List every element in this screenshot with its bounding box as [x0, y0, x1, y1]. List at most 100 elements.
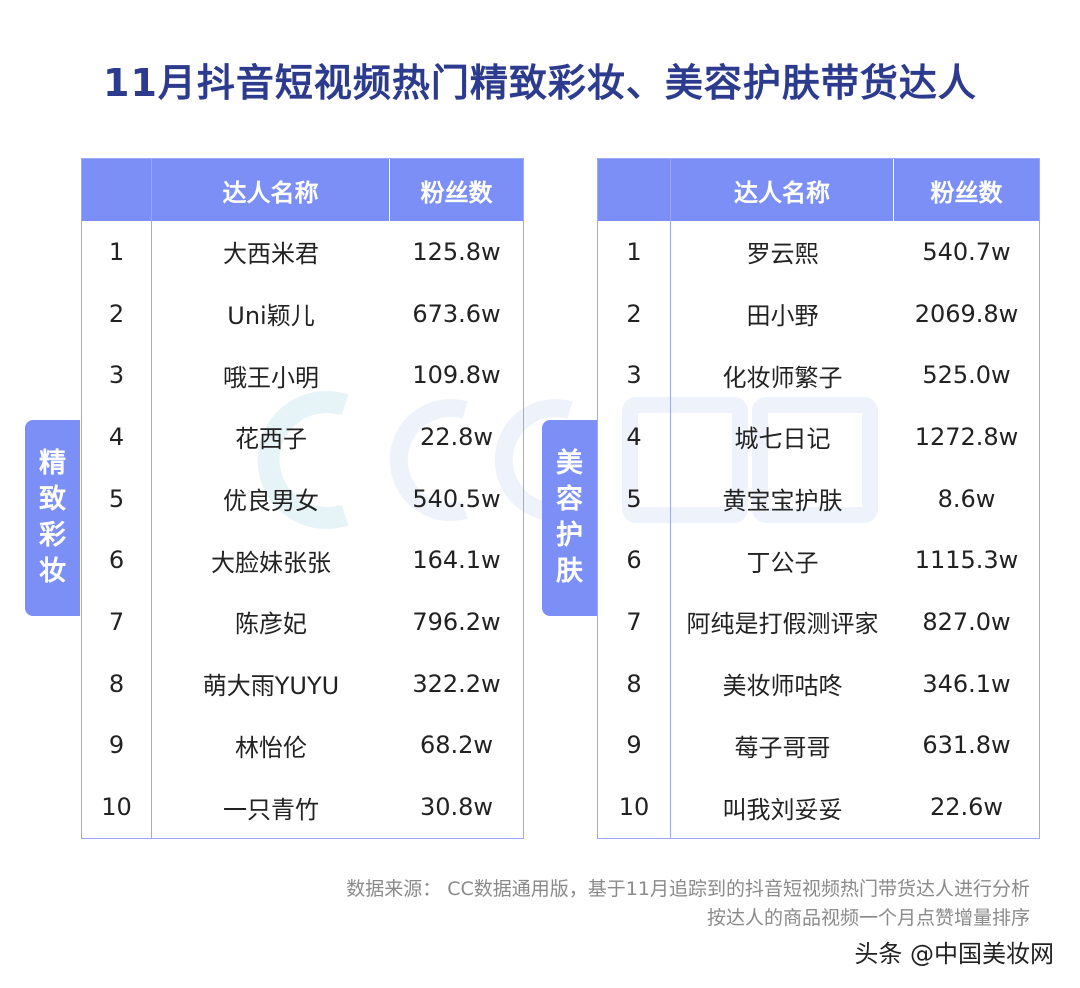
fans-cell: 540.5w — [412, 484, 501, 513]
table-row: 10 叫我刘妥妥 22.6w — [598, 776, 1039, 838]
watermark-logo — [257, 391, 878, 529]
fans-cell: 125.8w — [412, 237, 501, 266]
fans-cell: 540.7w — [922, 237, 1011, 266]
table-header: 达人名称 粉丝数 — [82, 159, 523, 221]
name-cell: Uni颖儿 — [227, 302, 315, 331]
table-row: 3 哦王小明 109.8w — [82, 344, 523, 407]
name-cell: 哦王小明 — [223, 363, 319, 392]
table-row: 2 田小野 2069.8w — [598, 282, 1039, 345]
fans-cell: 8.6w — [937, 484, 996, 513]
table-row: 6 大脸妹张张 164.1w — [82, 529, 523, 592]
table-row: 7 陈彦妃 796.2w — [82, 591, 523, 653]
fans-cell: 525.0w — [922, 361, 1011, 390]
rank-cell: 2 — [82, 282, 152, 345]
fans-cell: 346.1w — [922, 669, 1011, 698]
rank-cell: 8 — [598, 652, 671, 715]
rank-cell: 3 — [598, 344, 671, 407]
name-cell: 萌大雨YUYU — [202, 672, 340, 701]
rank-cell: 7 — [82, 591, 152, 653]
fans-cell: 2069.8w — [914, 299, 1019, 328]
rank-cell: 4 — [82, 406, 152, 468]
rank-cell: 2 — [598, 282, 671, 345]
rank-cell: 6 — [598, 529, 671, 592]
name-cell: 一只青竹 — [223, 795, 319, 824]
name-cell: 化妆师繁子 — [722, 363, 843, 392]
rank-cell: 6 — [82, 529, 152, 592]
fans-cell: 796.2w — [412, 607, 501, 636]
rank-cell: 9 — [598, 714, 671, 777]
source-note-2: 按达人的商品视频一个月点赞增量排序 — [706, 907, 1030, 929]
name-cell: 田小野 — [746, 302, 819, 331]
fans-cell: 30.8w — [419, 793, 494, 822]
table-row: 9 莓子哥哥 631.8w — [598, 714, 1039, 777]
fans-cell: 1115.3w — [914, 546, 1019, 575]
table-header: 达人名称 粉丝数 — [598, 159, 1039, 221]
label-char: 致 — [39, 484, 66, 515]
table-row: 9 林怡伦 68.2w — [82, 714, 523, 777]
name-cell: 花西子 — [235, 425, 307, 454]
table-row: 2 Uni颖儿 673.6w — [82, 282, 523, 345]
rank-cell: 5 — [598, 467, 671, 530]
table-row: 10 一只青竹 30.8w — [82, 776, 523, 838]
fans-cell: 22.6w — [929, 793, 1004, 822]
rank-cell: 10 — [82, 776, 152, 838]
label-char: 护 — [556, 520, 583, 551]
header-rank — [598, 159, 671, 221]
name-cell: 美妆师咕咚 — [722, 672, 843, 701]
fans-cell: 322.2w — [412, 669, 501, 698]
fans-cell: 68.2w — [419, 731, 494, 760]
table-row: 6 丁公子 1115.3w — [598, 529, 1039, 592]
makeup-table: 达人名称 粉丝数 1 大西米君 125.8w 2 Uni颖儿 673.6w 3 哦王小明 109.8… — [81, 158, 524, 839]
label-char: 彩 — [39, 520, 66, 551]
fans-cell: 22.8w — [419, 422, 494, 451]
table-row: 1 大西米君 125.8w — [82, 221, 523, 283]
name-cell: 城七日记 — [734, 425, 831, 454]
name-cell: 林怡伦 — [235, 733, 307, 762]
name-cell: 大西米君 — [223, 240, 319, 269]
rank-cell: 1 — [82, 221, 152, 283]
fans-cell: 109.8w — [412, 361, 501, 390]
right-category-label: 美 容 护 肤 — [542, 420, 597, 616]
rank-cell: 3 — [82, 344, 152, 407]
name-cell: 叫我刘妥妥 — [722, 795, 843, 824]
table-row: 5 优良男女 540.5w — [82, 467, 523, 530]
fans-cell: 673.6w — [412, 299, 501, 328]
table-row: 4 城七日记 1272.8w — [598, 406, 1039, 468]
rank-cell: 8 — [82, 652, 152, 715]
rank-cell: 1 — [598, 221, 671, 283]
rank-cell: 4 — [598, 406, 671, 468]
brand-credit: 头条 @中国美妆网 — [854, 940, 1054, 968]
page-title: 11月抖音短视频热门精致彩妆、美容护肤带货达人 — [103, 61, 977, 105]
rank-cell: 10 — [598, 776, 671, 838]
label-char: 肤 — [556, 556, 583, 587]
rank-cell: 9 — [82, 714, 152, 777]
fans-cell: 1272.8w — [914, 422, 1019, 451]
name-cell: 丁公子 — [746, 548, 819, 577]
label-char: 妆 — [39, 556, 66, 587]
fans-cell: 631.8w — [922, 731, 1011, 760]
name-cell: 罗云熙 — [746, 240, 819, 269]
fans-cell: 164.1w — [412, 546, 501, 575]
header-fans: 粉丝数 — [930, 178, 1003, 207]
table-row: 8 萌大雨YUYU 322.2w — [82, 652, 523, 715]
name-cell: 莓子哥哥 — [734, 733, 831, 762]
rank-cell: 7 — [598, 591, 671, 653]
header-rank — [82, 159, 152, 221]
left-category-label: 精 致 彩 妆 — [25, 420, 80, 616]
name-cell: 阿纯是打假测评家 — [686, 610, 879, 639]
table-row: 8 美妆师咕咚 346.1w — [598, 652, 1039, 715]
name-cell: 优良男女 — [223, 487, 319, 516]
skincare-table: 达人名称 粉丝数 1 罗云熙 540.7w 2 田小野 2069.8w 3 化妆师繁子 525.0w… — [597, 158, 1040, 839]
fans-cell: 827.0w — [922, 607, 1011, 636]
source-note: 数据来源： CC数据通用版，基于11月追踪到的抖音短视频热门带货达人进行分析 — [346, 878, 1030, 900]
name-cell: 大脸妹张张 — [211, 548, 331, 577]
table-row: 5 黄宝宝护肤 8.6w — [598, 467, 1039, 530]
table-row: 4 花西子 22.8w — [82, 406, 523, 468]
table-row: 3 化妆师繁子 525.0w — [598, 344, 1039, 407]
name-cell: 黄宝宝护肤 — [722, 487, 843, 516]
table-row: 1 罗云熙 540.7w — [598, 221, 1039, 283]
label-char: 美 — [556, 448, 583, 479]
table-row: 7 阿纯是打假测评家 827.0w — [598, 591, 1039, 653]
header-name: 达人名称 — [152, 159, 390, 221]
